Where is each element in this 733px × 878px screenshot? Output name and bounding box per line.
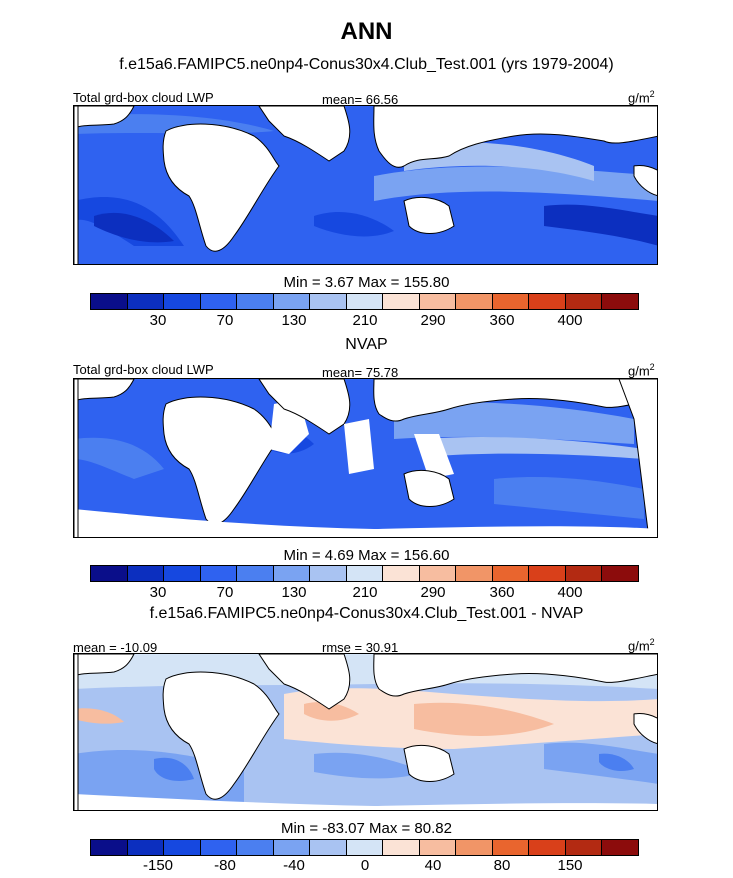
- panel-3-unit: g/m2: [628, 637, 655, 654]
- panel-2-map: [73, 378, 658, 538]
- colorbar-swatch: [127, 840, 165, 855]
- colorbar-swatch: [529, 566, 566, 581]
- colorbar-swatch: [310, 840, 347, 855]
- colorbar-swatch: [310, 566, 347, 581]
- panel-3-map: [73, 653, 658, 811]
- colorbar-swatch: [419, 294, 457, 309]
- colorbar-swatch: [346, 840, 384, 855]
- panel-2-minmax: Min = 4.69 Max = 156.60: [283, 547, 450, 564]
- panel-3-tick-label: 40: [424, 857, 442, 874]
- panel-3-minmax: Min = -83.07 Max = 80.82: [281, 820, 452, 837]
- colorbar-swatch: [346, 294, 384, 309]
- colorbar-swatch: [91, 294, 128, 309]
- panel-3-tick-label: 150: [557, 857, 583, 874]
- colorbar-swatch: [310, 294, 347, 309]
- panel-3-tick-label: -80: [214, 857, 236, 874]
- colorbar-swatch: [602, 294, 638, 309]
- colorbar-swatch: [602, 566, 638, 581]
- panel-1-minmax: Min = 3.67 Max = 155.80: [283, 274, 450, 291]
- colorbar-swatch: [164, 566, 201, 581]
- panel-1-tick-label: 70: [216, 312, 234, 329]
- panel-3-mean-label: mean = -10.09: [73, 640, 158, 655]
- panel-2-tick-label: 360: [489, 584, 515, 601]
- panel-1-tick-label: 360: [489, 312, 515, 329]
- main-title: ANN: [340, 18, 393, 45]
- colorbar-swatch: [91, 566, 128, 581]
- panel-2-mean-label: mean= 75.78: [322, 365, 399, 380]
- panel-1-tick-label: 130: [281, 312, 307, 329]
- panel-1-tick-label: 210: [352, 312, 378, 329]
- colorbar-swatch: [383, 294, 420, 309]
- colorbar-swatch: [164, 840, 201, 855]
- panel-2-tick-label: 290: [420, 584, 446, 601]
- colorbar-swatch: [565, 566, 603, 581]
- panel-3-tick-label: -150: [142, 857, 174, 874]
- panel-2-variable-label: Total grd-box cloud LWP: [73, 362, 214, 377]
- panel-2-colorbar: [90, 565, 639, 582]
- panel-3-tick-label: -40: [283, 857, 305, 874]
- colorbar-swatch: [456, 566, 493, 581]
- panel-1-title: f.e15a6.FAMIPC5.ne0np4-Conus30x4.Club_Te…: [119, 56, 614, 73]
- colorbar-swatch: [565, 294, 603, 309]
- colorbar-swatch: [456, 294, 493, 309]
- panel-1-mean-label: mean= 66.56: [322, 92, 399, 107]
- panel-2-title: NVAP: [345, 336, 388, 353]
- colorbar-swatch: [127, 294, 165, 309]
- panel-1-tick-label: 400: [557, 312, 583, 329]
- colorbar-swatch: [529, 294, 566, 309]
- panel-1-tick-label: 290: [420, 312, 446, 329]
- colorbar-swatch: [200, 840, 238, 855]
- colorbar-swatch: [383, 566, 420, 581]
- panel-3-rmse-label: rmse = 30.91: [322, 640, 399, 655]
- colorbar-swatch: [565, 840, 603, 855]
- colorbar-swatch: [237, 566, 274, 581]
- panel-3-tick-label: 0: [360, 857, 370, 874]
- panel-1-map: [73, 105, 658, 265]
- panel-3-colorbar: [90, 839, 639, 856]
- colorbar-swatch: [602, 840, 638, 855]
- panel-1-unit: g/m2: [628, 89, 655, 106]
- panel-1-variable-label: Total grd-box cloud LWP: [73, 90, 214, 105]
- colorbar-swatch: [273, 566, 311, 581]
- colorbar-swatch: [492, 566, 530, 581]
- colorbar-swatch: [383, 840, 420, 855]
- panel-2-tick-label: 210: [352, 584, 378, 601]
- colorbar-swatch: [200, 294, 238, 309]
- panel-1-tick-label: 30: [149, 312, 167, 329]
- colorbar-swatch: [492, 294, 530, 309]
- panel-2-tick-label: 400: [557, 584, 583, 601]
- colorbar-swatch: [419, 840, 457, 855]
- colorbar-swatch: [273, 840, 311, 855]
- colorbar-swatch: [127, 566, 165, 581]
- panel-3-title: f.e15a6.FAMIPC5.ne0np4-Conus30x4.Club_Te…: [149, 605, 584, 622]
- panel-3-tick-label: 80: [493, 857, 511, 874]
- colorbar-swatch: [164, 294, 201, 309]
- colorbar-swatch: [237, 840, 274, 855]
- colorbar-swatch: [346, 566, 384, 581]
- panel-2-unit: g/m2: [628, 362, 655, 379]
- colorbar-swatch: [492, 840, 530, 855]
- colorbar-swatch: [237, 294, 274, 309]
- panel-2-tick-label: 70: [216, 584, 234, 601]
- colorbar-swatch: [419, 566, 457, 581]
- colorbar-swatch: [529, 840, 566, 855]
- colorbar-swatch: [200, 566, 238, 581]
- colorbar-swatch: [91, 840, 128, 855]
- colorbar-swatch: [456, 840, 493, 855]
- panel-2-tick-label: 30: [149, 584, 167, 601]
- panel-2-tick-label: 130: [281, 584, 307, 601]
- panel-1-colorbar: [90, 293, 639, 310]
- colorbar-swatch: [273, 294, 311, 309]
